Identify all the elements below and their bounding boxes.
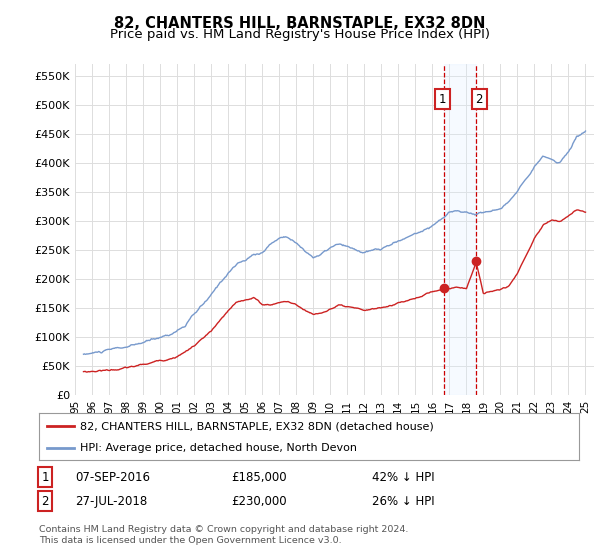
Bar xyxy=(444,64,476,395)
Text: £230,000: £230,000 xyxy=(231,494,287,508)
Text: 1: 1 xyxy=(439,92,446,106)
Text: £185,000: £185,000 xyxy=(231,470,287,484)
Text: 1: 1 xyxy=(41,470,49,484)
Text: 42% ↓ HPI: 42% ↓ HPI xyxy=(372,470,434,484)
Text: 26% ↓ HPI: 26% ↓ HPI xyxy=(372,494,434,508)
Text: 07-SEP-2016: 07-SEP-2016 xyxy=(75,470,150,484)
Text: 2: 2 xyxy=(41,494,49,508)
Text: 27-JUL-2018: 27-JUL-2018 xyxy=(75,494,147,508)
Text: Price paid vs. HM Land Registry's House Price Index (HPI): Price paid vs. HM Land Registry's House … xyxy=(110,28,490,41)
Text: 2: 2 xyxy=(476,92,483,106)
Text: HPI: Average price, detached house, North Devon: HPI: Average price, detached house, Nort… xyxy=(79,444,356,454)
Text: 82, CHANTERS HILL, BARNSTAPLE, EX32 8DN: 82, CHANTERS HILL, BARNSTAPLE, EX32 8DN xyxy=(115,16,485,31)
Text: 82, CHANTERS HILL, BARNSTAPLE, EX32 8DN (detached house): 82, CHANTERS HILL, BARNSTAPLE, EX32 8DN … xyxy=(79,421,433,431)
Text: Contains HM Land Registry data © Crown copyright and database right 2024.
This d: Contains HM Land Registry data © Crown c… xyxy=(39,525,409,545)
